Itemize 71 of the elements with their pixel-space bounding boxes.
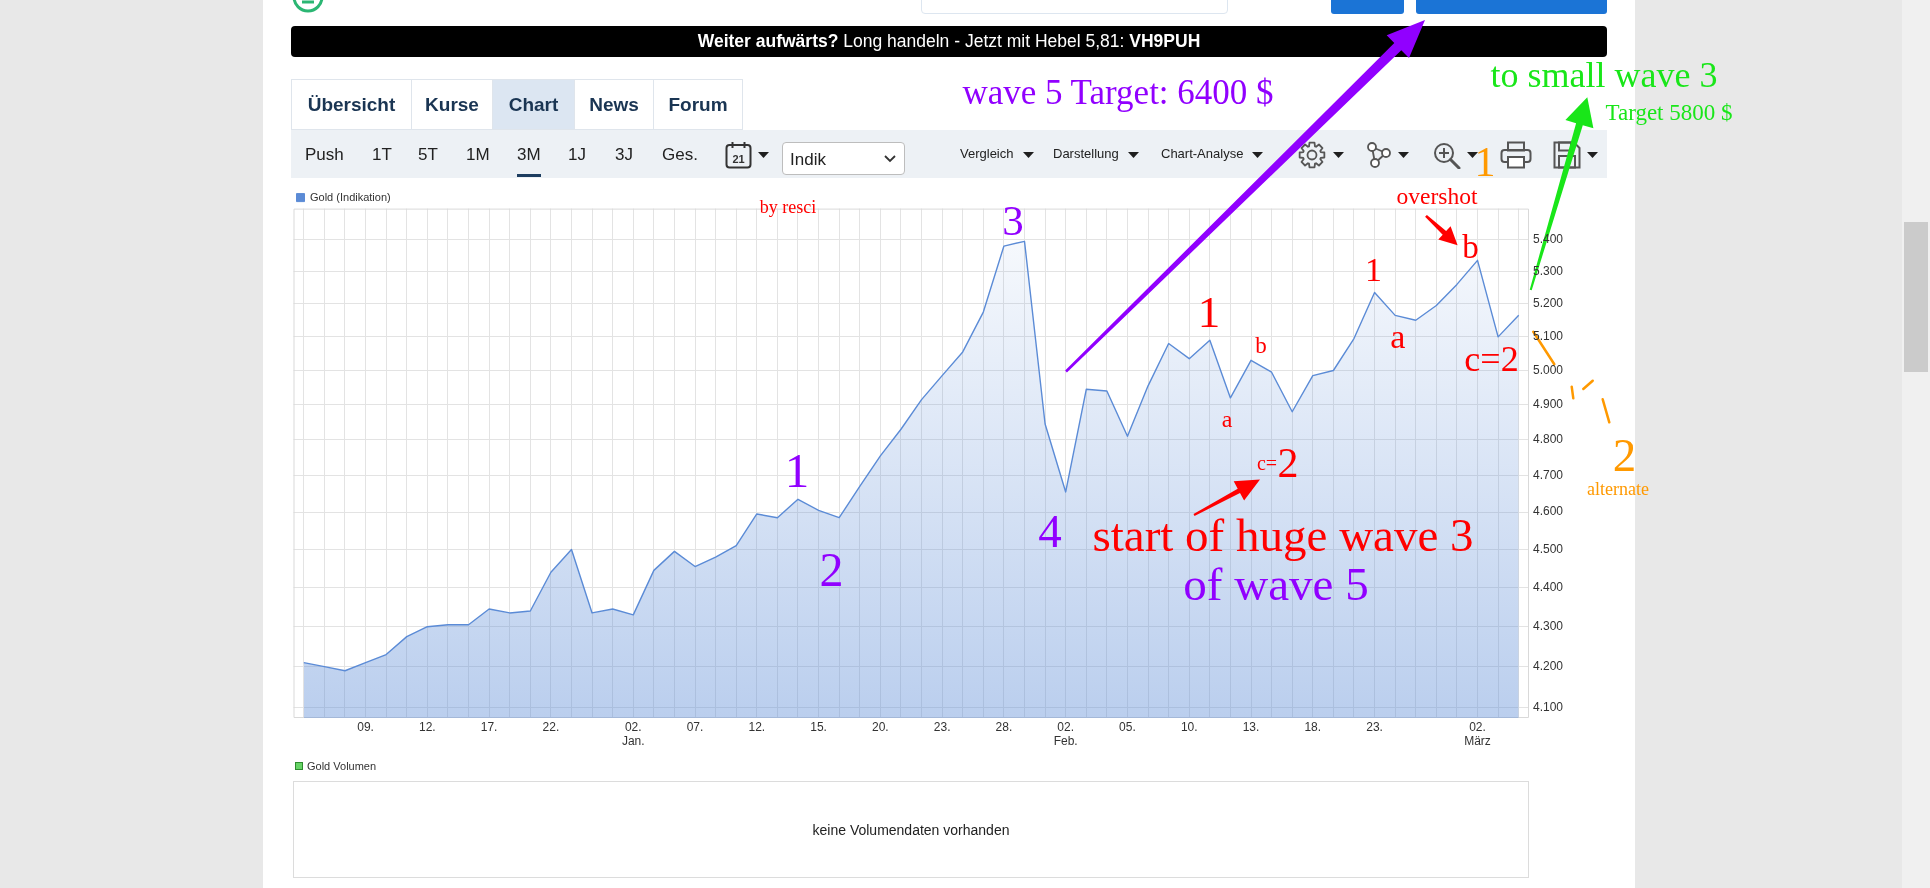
x-tick-label: 15.: [810, 719, 827, 734]
y-tick-label: 4.100: [1533, 699, 1564, 714]
text: 1T: [372, 144, 392, 164]
annotation: b: [1462, 229, 1479, 266]
text: Push: [305, 144, 344, 164]
text: 3M: [517, 144, 541, 164]
x-tick-label: 13.: [1242, 719, 1260, 734]
tab: Chart: [492, 79, 574, 130]
text: 1: [1474, 138, 1496, 185]
y-tick-label: 4.800: [1533, 432, 1564, 447]
y-tick-label: 4.600: [1533, 504, 1564, 519]
y-tick-label: 5.000: [1533, 362, 1564, 377]
y-tick-label: 4.900: [1533, 397, 1564, 412]
y-tick-label: 5.200: [1533, 296, 1564, 311]
annotation: c=2: [1464, 339, 1519, 380]
x-tick-label: 28.: [995, 719, 1013, 734]
x-tick-label: 05.: [1119, 719, 1136, 734]
x-tick-label: 12.: [419, 719, 436, 734]
calendar-icon: 21: [725, 141, 752, 169]
tab: Kurse: [411, 79, 492, 130]
annotation: 3: [1002, 196, 1024, 244]
text: to small wave 3: [1490, 54, 1718, 95]
annotation: 1: [1365, 250, 1382, 288]
x-tick-label: 17.: [480, 719, 498, 734]
text: Ges.: [662, 144, 698, 164]
x-tick-label: 12.: [748, 719, 766, 734]
dropdown: Indik: [782, 142, 905, 175]
x-tick-label: 23.: [1366, 719, 1383, 734]
annotation: 2: [819, 542, 844, 596]
annotation: c=: [1256, 451, 1278, 474]
annotation: start of huge wave 3: [1092, 508, 1474, 561]
annotation: a: [1390, 317, 1406, 355]
x-tick-label: 02. Jan.: [621, 719, 645, 748]
annotation: 1: [784, 442, 810, 498]
y-tick-label: 4.700: [1533, 467, 1564, 482]
y-tick-label: 4.400: [1533, 579, 1564, 594]
text: Darstellung: [1053, 145, 1119, 161]
text: Vergleich: [960, 145, 1014, 161]
annotation: a: [1221, 406, 1233, 433]
x-tick-label: 02. Feb.: [1053, 719, 1078, 748]
banner: Weiter aufwärts? Long handeln - Jetzt mit Hebel 5,81: VH9PUH: [291, 26, 1607, 57]
tab: Übersicht: [291, 79, 411, 130]
y-tick-label: 4.200: [1533, 658, 1564, 673]
x-tick-label: 23.: [933, 719, 951, 734]
y-tick-label: 4.500: [1533, 541, 1564, 556]
annotation: 2: [1277, 439, 1299, 486]
legend-label: Gold (Indikation): [310, 190, 391, 203]
x-tick-label: 22.: [542, 719, 560, 734]
x-tick-label: 02. März: [1464, 719, 1491, 748]
text: Chart-Analyse: [1161, 145, 1244, 161]
x-tick-label: 10.: [1180, 719, 1198, 734]
tab: Forum: [653, 79, 743, 130]
text: 1M: [466, 144, 490, 164]
annotation: b: [1255, 333, 1267, 359]
text: Target 5800 $: [1605, 100, 1733, 126]
text: 1J: [568, 144, 586, 164]
annotation: 4: [1038, 504, 1062, 557]
text: Gold Volumen: [307, 759, 377, 772]
text: wave 5 Target: 6400 $: [962, 72, 1274, 112]
x-tick-label: 20.: [872, 719, 889, 734]
x-tick-label: 07.: [686, 719, 704, 734]
y-tick-label: 4.300: [1533, 619, 1564, 634]
annotation: overshot: [1396, 182, 1478, 209]
text: 3J: [615, 144, 633, 164]
tab: News: [574, 79, 653, 130]
annotation: by resci: [759, 197, 817, 218]
x-tick-label: 09.: [357, 719, 374, 734]
text: keine Volumendaten vorhanden: [812, 822, 1010, 838]
text: 5T: [418, 144, 438, 164]
x-tick-label: 18.: [1304, 719, 1322, 734]
annotation: 1: [1197, 287, 1221, 338]
